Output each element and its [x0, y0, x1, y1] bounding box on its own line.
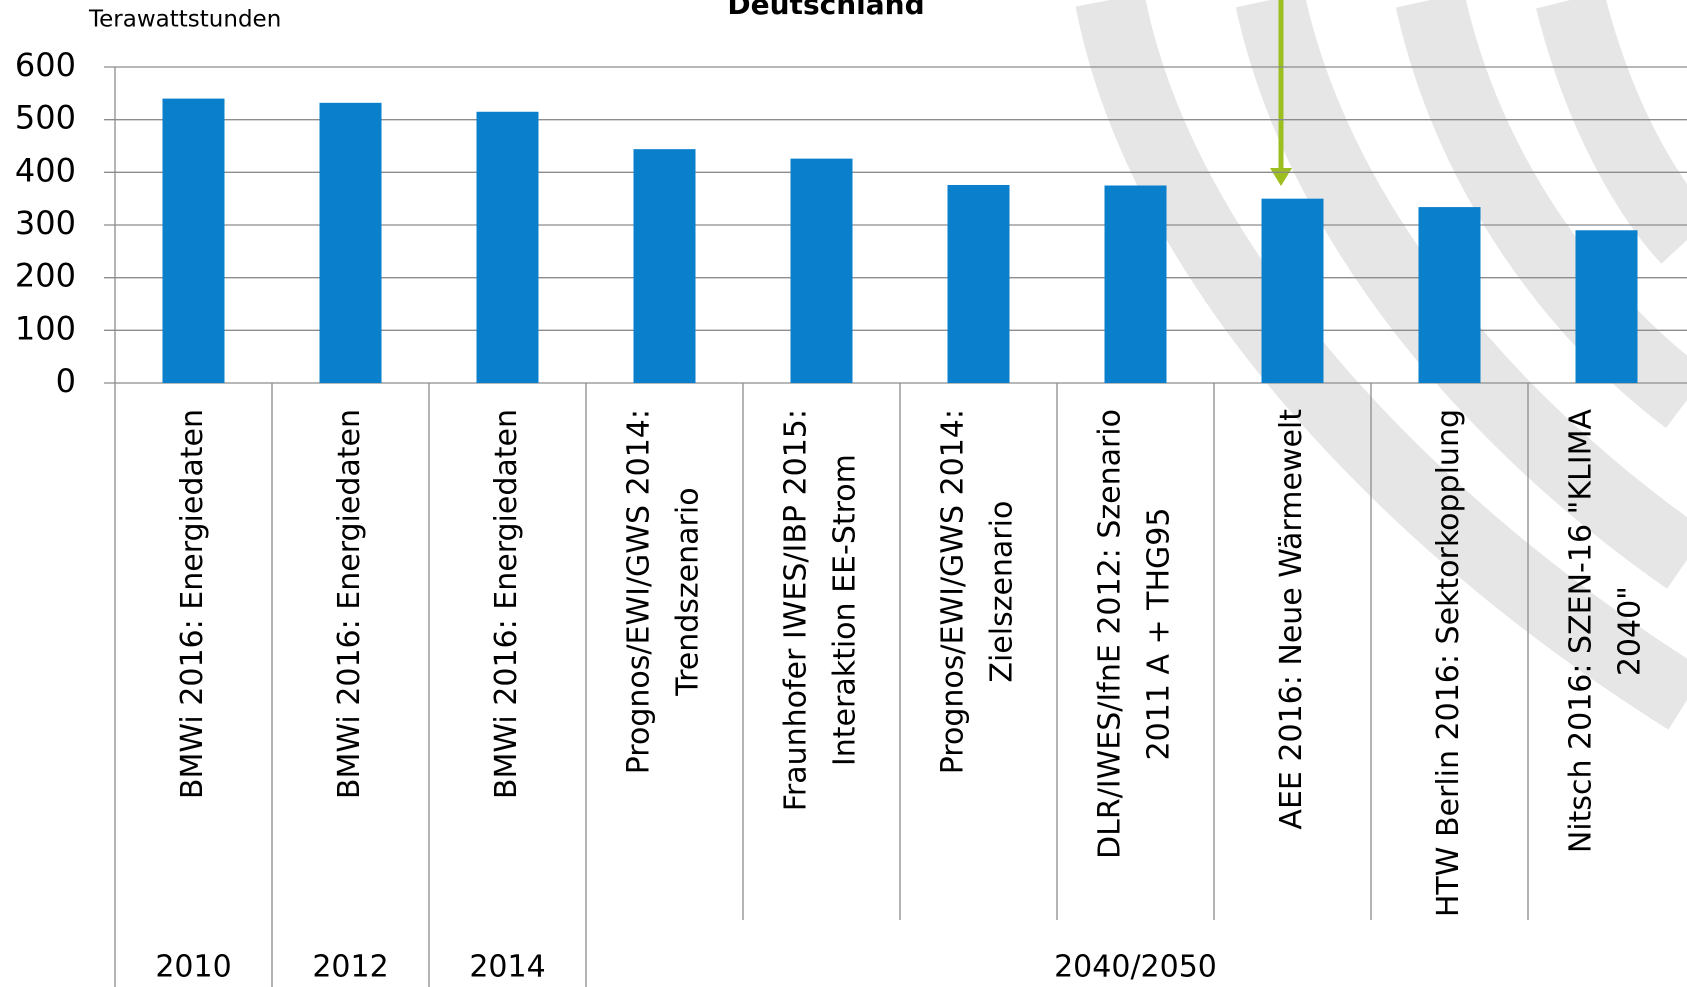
x-tick-label: Trendszenario	[671, 487, 706, 696]
x-tick-label: Fraunhofer IWES/IBP 2015:	[779, 409, 814, 811]
bar	[1104, 185, 1167, 383]
bar	[790, 158, 853, 383]
x-tick-label: 2040"	[1613, 586, 1648, 676]
x-tick-label: Prognos/EWI/GWS 2014:	[622, 409, 657, 774]
bar	[476, 111, 539, 384]
x-tick-label: BMWi 2016: Energiedaten	[332, 409, 367, 799]
x-tick-label: BMWi 2016: Energiedaten	[175, 409, 210, 799]
bar	[1575, 230, 1638, 383]
x-tick-label: BMWi 2016: Energiedaten	[489, 409, 524, 799]
x-tick-label: DLR/IWES/IfnE 2012: Szenario	[1093, 409, 1128, 859]
x-tick-label: Interaktion EE-Strom	[828, 454, 863, 766]
y-tick-label: 300	[15, 204, 76, 242]
bar	[947, 184, 1010, 383]
x-tick-label: Prognos/EWI/GWS 2014:	[936, 409, 971, 774]
y-tick-label: 500	[15, 99, 76, 137]
x-tick-label: HTW Berlin 2016: Sektorkopplung	[1431, 409, 1466, 917]
x-tick-label: AEE 2016: Neue Wärmewelt	[1274, 409, 1309, 830]
bar	[1261, 198, 1324, 383]
bar	[319, 102, 382, 384]
group-label: 2010	[155, 950, 231, 985]
group-label: 2040/2050	[1054, 950, 1217, 985]
x-tick-label: Zielszenario	[985, 501, 1020, 683]
group-label: 2012	[312, 950, 388, 985]
bar	[633, 149, 696, 383]
bar	[162, 98, 225, 383]
y-tick-label: 400	[15, 151, 76, 189]
x-tick-label: Nitsch 2016: SZEN-16 "KLIMA	[1564, 409, 1599, 854]
group-label: 2014	[469, 950, 545, 985]
y-tick-label: 0	[56, 362, 76, 400]
chart-title: Deutschland	[727, 0, 924, 21]
y-tick-label: 200	[15, 257, 76, 295]
bar	[1418, 207, 1481, 383]
x-tick-label: 2011 A + THG95	[1142, 508, 1177, 761]
y-tick-label: 600	[15, 46, 76, 84]
y-axis-title: Terawattstunden	[88, 7, 281, 33]
y-tick-label: 100	[15, 309, 76, 347]
